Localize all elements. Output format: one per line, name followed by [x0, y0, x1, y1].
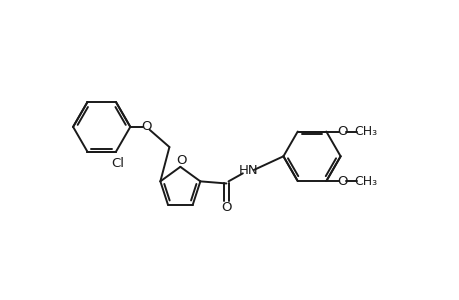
Text: CH₃: CH₃	[353, 175, 376, 188]
Text: HN: HN	[238, 164, 257, 176]
Text: O: O	[336, 125, 347, 138]
Text: O: O	[176, 154, 186, 167]
Text: O: O	[221, 201, 231, 214]
Text: Cl: Cl	[112, 157, 124, 170]
Text: CH₃: CH₃	[353, 125, 376, 138]
Text: O: O	[141, 120, 151, 134]
Text: O: O	[336, 175, 347, 188]
